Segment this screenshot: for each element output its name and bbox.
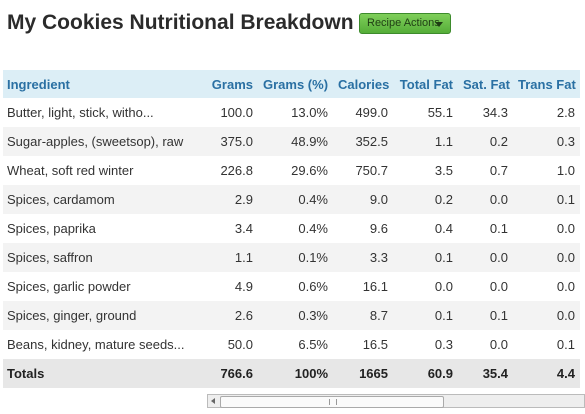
totals-cell: 100%: [258, 359, 333, 388]
cell: 0.4%: [298, 221, 328, 236]
cell: 0.1: [556, 337, 575, 352]
ingredient-row: Butter, light, stick, witho... 100.0 13.0%…: [3, 98, 580, 127]
cell: 0.1: [489, 221, 508, 236]
cell: 0.6%: [298, 279, 328, 294]
cell: Sugar-apples, (sweetsop), raw: [3, 127, 193, 156]
cell: 13.0%: [291, 105, 328, 120]
cell: 8.7: [333, 301, 393, 330]
cell: 352.5: [333, 127, 393, 156]
cell: 375.0: [193, 127, 258, 156]
cell: 16.5: [362, 337, 388, 352]
cell: 750.7: [355, 163, 388, 178]
cell: 499.0: [355, 105, 388, 120]
cell: Wheat, soft red winter: [7, 163, 134, 178]
scroll-thumb[interactable]: [220, 396, 444, 408]
cell: 1.0: [556, 163, 575, 178]
scroll-left-arrow[interactable]: [211, 398, 215, 404]
cell: 226.8: [220, 163, 253, 178]
cell: 16.1: [362, 279, 388, 294]
cell: 0.7: [489, 163, 508, 178]
cell: 0.4%: [258, 185, 333, 214]
cell: 4.9: [234, 279, 253, 294]
cell: 0.0: [556, 221, 575, 236]
cell: 0.0: [434, 279, 453, 294]
cell: 0.1%: [258, 243, 333, 272]
cell: 0.0: [458, 243, 513, 272]
cell: 34.3: [482, 105, 508, 120]
ingredient-row: Spices, garlic powder 4.9 0.6% 16.1 0.0 0.0 0.…: [3, 272, 580, 301]
totals-cell: 1665: [333, 359, 393, 388]
cell: Spices, saffron: [3, 243, 193, 272]
column-header: Grams: [193, 70, 258, 98]
cell: Butter, light, stick, witho...: [7, 105, 154, 120]
cell: 9.0: [333, 185, 393, 214]
totals-cell: 35.4: [458, 359, 513, 388]
header-row: Ingredient Grams Grams (%) Calories Total Fa…: [3, 70, 580, 98]
column-header: Total Fat: [393, 70, 458, 98]
scroll-grip: [329, 399, 337, 405]
cell: 3.3: [333, 243, 393, 272]
cell: 3.4: [234, 221, 253, 236]
totals-cell: 766.6: [193, 359, 258, 388]
ingredient-row: Spices, cardamom 2.9 0.4% 9.0 0.2 0.0 0.1: [3, 185, 580, 214]
cell: 2.6: [193, 301, 258, 330]
cell: Spices, paprika: [7, 221, 96, 236]
ingredient-row: Wheat, soft red winter 226.8 29.6% 750.7 3.5…: [3, 156, 580, 185]
column-header: Calories: [333, 70, 393, 98]
cell: 0.0: [513, 243, 580, 272]
cell: 0.3%: [258, 301, 333, 330]
cell: 29.6%: [291, 163, 328, 178]
cell: 50.0: [227, 337, 253, 352]
cell: 0.1: [513, 185, 580, 214]
ingredient-row: Sugar-apples, (sweetsop), raw 375.0 48.9% 3…: [3, 127, 580, 156]
ingredient-row: Spices, saffron 1.1 0.1% 3.3 0.1 0.0 0.0: [3, 243, 580, 272]
horizontal-scrollbar[interactable]: [207, 394, 585, 408]
totals-cell: 4.4: [513, 359, 580, 388]
column-header: Trans Fat: [513, 70, 580, 98]
cell: 0.1: [393, 301, 458, 330]
cell: 2.8: [556, 105, 575, 120]
cell: 0.3: [513, 127, 580, 156]
cell: 0.0: [556, 279, 575, 294]
cell: 48.9%: [258, 127, 333, 156]
totals-cell: 60.9: [393, 359, 458, 388]
nutrition-table: Ingredient Grams Grams (%) Calories Total Fa…: [3, 70, 580, 388]
cell: 0.1: [458, 301, 513, 330]
cell: 3.5: [434, 163, 453, 178]
cell: 0.0: [489, 279, 508, 294]
cell: 1.1: [193, 243, 258, 272]
cell: Beans, kidney, mature seeds...: [7, 337, 185, 352]
cell: Spices, cardamom: [3, 185, 193, 214]
cell: 6.5%: [298, 337, 328, 352]
cell: 55.1: [427, 105, 453, 120]
recipe-actions-button[interactable]: Recipe Actions: [359, 13, 451, 34]
column-header: Ingredient: [3, 70, 193, 98]
cell: 0.0: [513, 301, 580, 330]
cell: 0.4: [434, 221, 453, 236]
totals-row: Totals 766.6 100% 1665 60.9 35.4 4.4: [3, 359, 580, 388]
button-label: Recipe Actions: [367, 17, 440, 29]
page-title: My Cookies Nutritional Breakdown: [7, 11, 354, 34]
cell: 0.2: [458, 127, 513, 156]
cell: 0.3: [434, 337, 453, 352]
ingredient-row: Spices, paprika 3.4 0.4% 9.6 0.4 0.1 0.0: [3, 214, 580, 243]
cell: 0.0: [489, 337, 508, 352]
cell: 0.2: [393, 185, 458, 214]
column-header: Grams (%): [258, 70, 333, 98]
cell: 0.0: [458, 185, 513, 214]
cell: 9.6: [369, 221, 388, 236]
cell: 0.1: [393, 243, 458, 272]
cell: Spices, garlic powder: [7, 279, 131, 294]
totals-cell: Totals: [3, 359, 193, 388]
ingredient-row: Spices, ginger, ground 2.6 0.3% 8.7 0.1 0.1 0.…: [3, 301, 580, 330]
ingredient-row: Beans, kidney, mature seeds... 50.0 6.5% 16…: [3, 330, 580, 359]
dropdown-caret: [435, 22, 443, 27]
cell: Spices, ginger, ground: [3, 301, 193, 330]
cell: 1.1: [393, 127, 458, 156]
cell: 2.9: [193, 185, 258, 214]
column-header: Sat. Fat: [458, 70, 513, 98]
cell: 100.0: [220, 105, 253, 120]
